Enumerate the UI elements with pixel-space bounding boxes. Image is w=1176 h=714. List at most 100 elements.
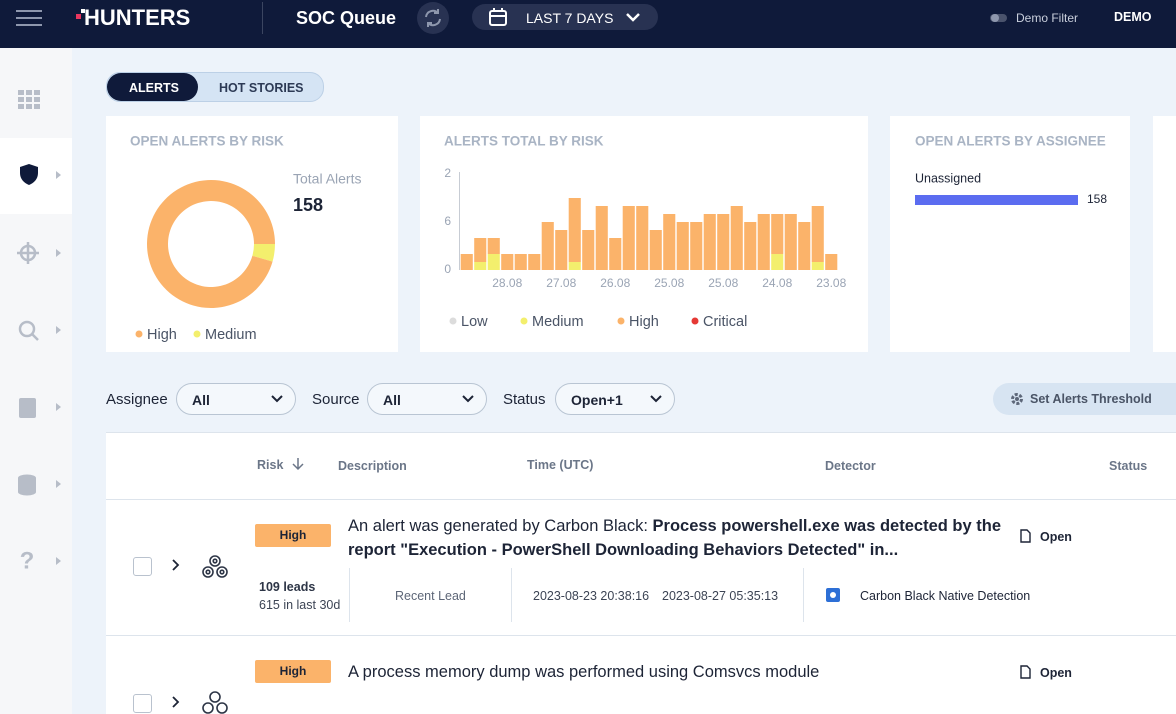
bar-segment	[730, 206, 743, 270]
y-tick-label: 0	[444, 262, 451, 276]
threshold-button[interactable]: Set Alerts Threshold	[993, 383, 1176, 415]
card-title: OPEN ALERTS BY ASSIGNEE	[915, 134, 1106, 149]
bar-segment	[487, 238, 500, 254]
filter-value: Open+1	[571, 392, 623, 408]
bar-chart: ALERTS TOTAL BY RISK 0 6 2 28.08 27.08 26.08 2…	[444, 134, 847, 330]
legend-dot	[617, 317, 625, 325]
bar-segment	[636, 206, 649, 270]
threshold-label[interactable]: Set Alerts Threshold	[1030, 392, 1152, 406]
bar-label: Unassigned	[915, 171, 981, 185]
bar-segment	[568, 198, 581, 262]
x-tick-label: 27.08	[546, 276, 576, 290]
expand-chevron[interactable]	[171, 558, 181, 572]
donut-chart: OPEN ALERTS BY RISK Total Alerts 158 Med…	[130, 134, 361, 343]
filter-select[interactable]: All	[176, 383, 296, 415]
bar-segment	[703, 214, 716, 270]
column-header[interactable]: Risk	[257, 458, 284, 472]
expand-chevron[interactable]	[171, 695, 181, 709]
legend-dot	[449, 317, 457, 325]
user[interactable]: DEMO	[1114, 10, 1152, 24]
risk-donut-card: OPEN ALERTS BY RISK Total Alerts 158 Med…	[106, 116, 398, 352]
bar-segment	[460, 254, 473, 270]
assignee-chart: OPEN ALERTS BY ASSIGNEE Unassigned 158	[915, 134, 1107, 206]
column-header: Time (UTC)	[527, 458, 594, 472]
legend-dot	[193, 330, 201, 338]
bar-segment	[474, 262, 487, 270]
logo-mark	[76, 9, 85, 19]
tab-group: ALERTS HOT STORIES	[106, 72, 324, 102]
bar-segment	[811, 206, 824, 262]
card-title: ALERTS TOTAL BY RISK	[444, 134, 604, 149]
x-tick-label: 28.08	[492, 276, 522, 290]
bar-segment	[798, 222, 811, 270]
risk-badge: High	[255, 660, 331, 683]
total-label: Total Alerts	[293, 171, 361, 187]
card-title: OPEN ALERTS BY RISK	[130, 134, 284, 149]
filter-value: All	[383, 392, 401, 408]
description-text: An alert was generated by Carbon Black:	[348, 517, 653, 535]
tab-active[interactable]	[107, 73, 198, 101]
checkbox[interactable]	[133, 694, 152, 713]
toggle[interactable]	[990, 13, 1008, 23]
risk-badge: High	[255, 524, 331, 547]
legend-label: High	[629, 314, 659, 330]
tab-label[interactable]: ALERTS	[129, 81, 179, 95]
doc-icon	[1020, 529, 1031, 543]
filter-select[interactable]: All	[367, 383, 487, 415]
tab-label[interactable]: HOT STORIES	[219, 81, 304, 95]
detector-icon	[826, 588, 840, 602]
checkbox[interactable]	[133, 557, 152, 576]
bar-segment	[690, 222, 703, 270]
value-label: 158	[1087, 192, 1107, 206]
cell-divider	[349, 568, 350, 622]
chevron	[626, 13, 640, 22]
alert-description[interactable]: An alert was generated by Carbon Black: …	[348, 514, 1013, 562]
legend-dot	[691, 317, 699, 325]
bar-segment	[771, 254, 784, 270]
source-icon	[202, 555, 228, 578]
source-icon	[202, 691, 228, 714]
bar-segment	[568, 262, 581, 270]
chevron	[271, 395, 283, 403]
legend-dot	[135, 330, 143, 338]
filter-value: All	[192, 392, 210, 408]
filter-label: Status	[503, 391, 546, 408]
refresh-button[interactable]	[417, 2, 449, 34]
y-tick-label: 6	[444, 214, 451, 228]
x-tick-label: 25.08	[708, 276, 738, 290]
chevron	[462, 395, 474, 403]
row-divider	[106, 635, 1176, 636]
bar-segment	[528, 254, 541, 270]
legend-label: Critical	[703, 314, 747, 330]
sidebar: ?	[0, 48, 72, 714]
menu-icon[interactable]	[16, 8, 42, 28]
x-tick-label: 25.08	[654, 276, 684, 290]
column-header: Detector	[825, 459, 876, 473]
legend-dot	[520, 317, 528, 325]
status: Open	[1040, 666, 1072, 680]
chevron	[650, 395, 662, 403]
bar-segment	[771, 214, 784, 254]
bar-segment	[663, 214, 676, 270]
bar-segment	[811, 262, 824, 270]
donut-slice	[252, 244, 275, 262]
column-header: Description	[338, 459, 407, 473]
legend-label: High	[147, 327, 177, 343]
assignee-card: OPEN ALERTS BY ASSIGNEE Unassigned 158	[890, 116, 1130, 352]
date-range[interactable]: LAST 7 DAYS	[472, 4, 658, 30]
date-range-label: LAST 7 DAYS	[526, 10, 614, 26]
cell-divider	[511, 568, 512, 622]
brand: HUNTERS	[84, 5, 191, 30]
filter-select[interactable]: Open+1	[555, 383, 675, 415]
cell-divider	[803, 568, 804, 622]
bar	[915, 195, 1078, 205]
bar-segment	[649, 230, 662, 270]
legend-label: Medium	[205, 327, 257, 343]
bar-segment	[744, 222, 757, 270]
bar-segment	[595, 206, 608, 270]
bar-segment	[474, 238, 487, 262]
sort-arrow[interactable]	[292, 457, 304, 471]
alert-description[interactable]: A process memory dump was performed usin…	[348, 663, 820, 681]
filter-label: Source	[312, 391, 360, 408]
